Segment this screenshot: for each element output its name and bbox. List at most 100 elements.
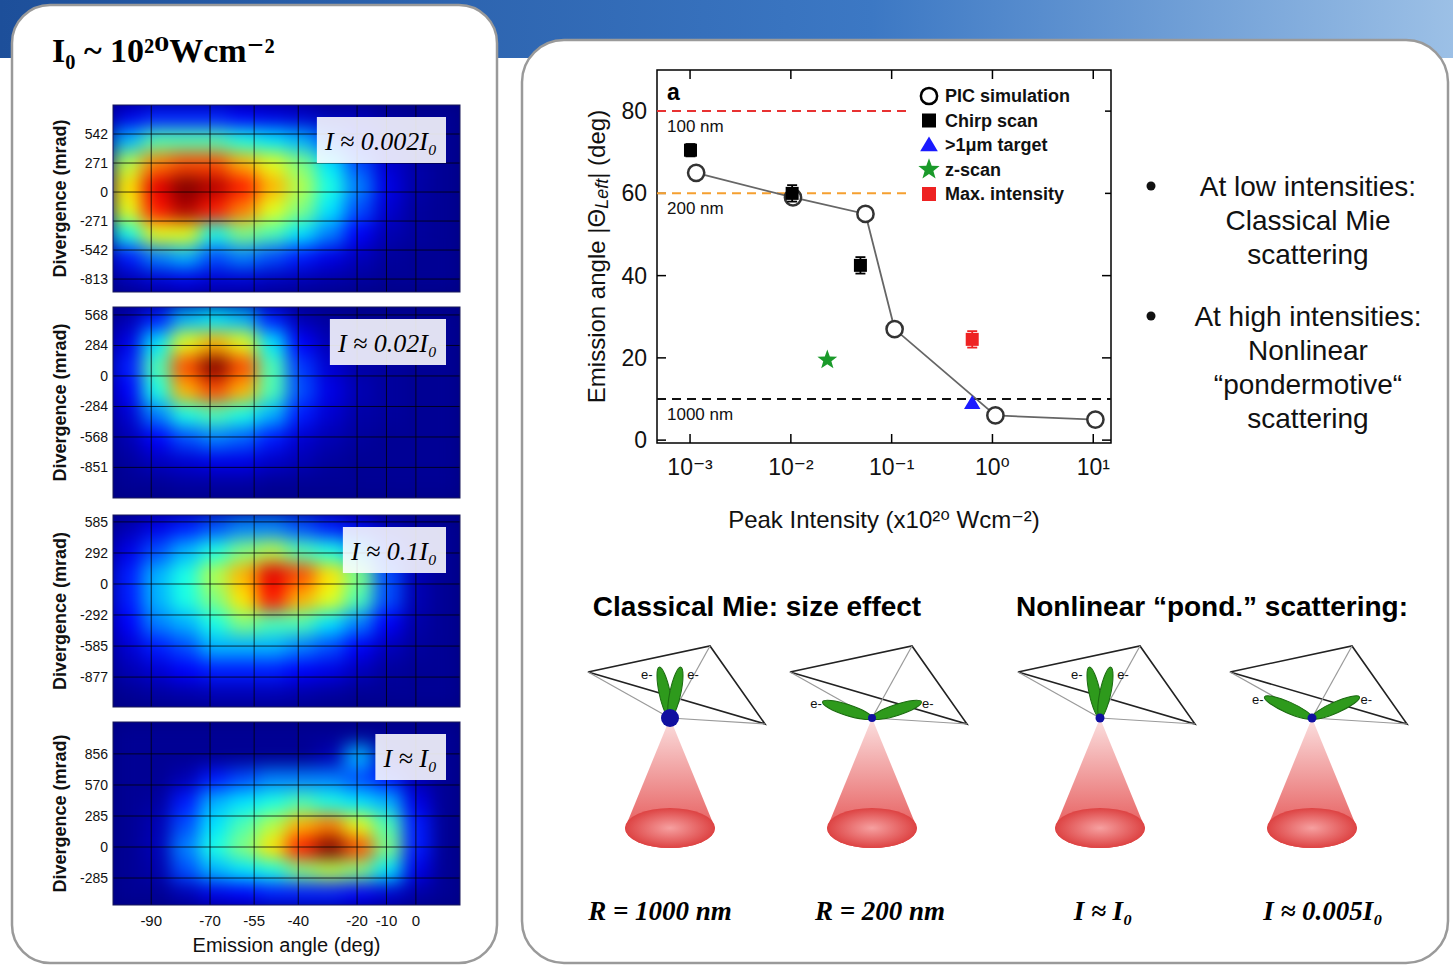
heatmap-cell — [287, 587, 316, 612]
heatmap-cell — [171, 859, 200, 882]
electron-label: e- — [687, 667, 699, 682]
bullet-dot — [1147, 182, 1156, 191]
tick — [992, 434, 994, 443]
heatmap-cell — [142, 245, 171, 269]
electron-label: e- — [1117, 667, 1129, 682]
heatmap-cell — [402, 587, 431, 612]
heatmap-cell — [315, 635, 344, 660]
heatmap-cell — [171, 307, 200, 331]
header: I₀ ~ 10²⁰Wcm⁻² — [52, 32, 275, 69]
heatmap-cell — [200, 791, 229, 814]
heatmap-cell — [258, 222, 287, 246]
tick — [657, 275, 666, 277]
tick-label: 856 — [85, 746, 109, 762]
target — [1308, 714, 1317, 723]
heatmap-cell — [171, 379, 200, 403]
tick — [657, 357, 666, 359]
heatmap-cell — [113, 635, 142, 660]
heatmap-cell — [171, 539, 200, 564]
laser-cone-end — [827, 808, 917, 848]
data-point — [857, 206, 873, 222]
heatmap-cell — [171, 450, 200, 474]
heatmap-cell — [171, 791, 200, 814]
tick-label: 0 — [100, 839, 108, 855]
annotation: I ≈ 0.02I₀ — [337, 329, 437, 358]
grid-line — [113, 406, 460, 407]
tick-label: 10¹ — [1077, 454, 1111, 480]
target — [1096, 714, 1105, 723]
tick-label: -585 — [80, 638, 108, 654]
heatmap-cell — [113, 450, 142, 474]
heatmap-cell — [142, 587, 171, 612]
heatmap-cell — [315, 426, 344, 450]
tick-label: -20 — [346, 912, 368, 929]
diagram: e-e- — [790, 646, 967, 848]
reference-line — [657, 110, 909, 112]
tick-label: -284 — [80, 398, 108, 414]
heatmap-cell — [200, 768, 229, 791]
heatmap-cell — [344, 859, 373, 882]
heatmap-cell — [373, 882, 402, 905]
heatmap-cell — [315, 859, 344, 882]
heatmap-cell — [200, 269, 229, 292]
heatmap-cell — [344, 426, 373, 450]
heatmap-cell — [315, 683, 344, 707]
heatmap-cell — [171, 245, 200, 269]
data-point — [987, 407, 1003, 423]
heatmap-cell — [200, 722, 229, 745]
heatmap-cell — [258, 722, 287, 745]
electron-label: e- — [641, 667, 653, 682]
heatmap-cell — [402, 379, 431, 403]
heatmap-cell — [315, 587, 344, 612]
bullet: At high intensities: Nonlinear “pondermo… — [1170, 300, 1446, 436]
heatmap-cell — [171, 836, 200, 859]
heatmap-cell — [344, 791, 373, 814]
heatmap-cell — [113, 245, 142, 269]
heatmap-cell — [171, 722, 200, 745]
electron-label: e- — [1252, 692, 1264, 707]
target — [868, 714, 876, 722]
tick-label: 0 — [100, 184, 108, 200]
grid-line — [210, 307, 211, 498]
heatmap-cell — [287, 791, 316, 814]
grid-line — [113, 521, 460, 522]
diagram: e-e- — [1230, 646, 1407, 848]
heatmap-cell — [344, 474, 373, 498]
heatmap-cell — [287, 152, 316, 176]
heatmap-cell — [287, 222, 316, 246]
heatmap-cell — [142, 814, 171, 837]
heatmap-cell — [373, 379, 402, 403]
heatmap-cell — [113, 199, 142, 223]
heatmap-cell — [200, 836, 229, 859]
heatmap-cell — [373, 635, 402, 660]
heatmap-cell — [258, 245, 287, 269]
heatmap-cell — [171, 683, 200, 707]
heatmap-cell — [315, 814, 344, 837]
plane — [1230, 646, 1407, 724]
header-box — [38, 22, 289, 76]
heatmap-cell — [258, 836, 287, 859]
heatmap-cell — [142, 474, 171, 498]
legend-label: PIC simulation — [945, 86, 1070, 106]
heatmap-cell — [113, 683, 142, 707]
background — [0, 0, 1453, 970]
grid-line — [113, 816, 460, 817]
grid-line — [298, 105, 299, 292]
legend-box — [915, 82, 1105, 213]
heatmap-cell — [142, 683, 171, 707]
heatmap-cell — [200, 105, 229, 129]
heatmap-cell — [113, 814, 142, 837]
heatmap-cell — [315, 768, 344, 791]
tick — [1093, 70, 1095, 79]
tick — [1102, 357, 1111, 359]
heatmap-cell — [258, 768, 287, 791]
plane — [1018, 646, 1195, 724]
heatmap-cell — [113, 659, 142, 684]
heatmap-cell — [258, 659, 287, 684]
heatmap-cell — [142, 515, 171, 540]
heatmap-cell — [315, 474, 344, 498]
grid-line — [210, 105, 211, 292]
tick-label: -292 — [80, 607, 108, 623]
heatmap-cell — [142, 745, 171, 768]
heatmap-cell — [171, 199, 200, 223]
